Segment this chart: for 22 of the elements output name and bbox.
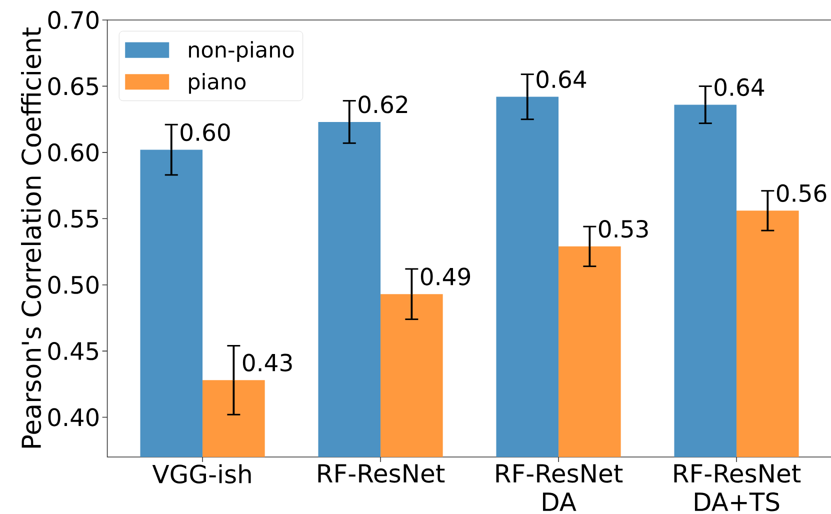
y-tick-label: 0.40 (48, 408, 99, 426)
y-axis-title: Pearson's Correlation Coefficient (21, 27, 42, 448)
data-label: 0.64 (536, 70, 586, 88)
y-tick-label: 0.60 (48, 143, 99, 162)
y-tick-label: 0.70 (48, 10, 99, 30)
x-tick-label: VGG-ish (152, 464, 251, 484)
y-tick-label: 0.65 (48, 77, 98, 96)
legend-label: non-piano (189, 41, 294, 62)
data-label: 0.62 (358, 96, 408, 114)
x-tick-label: RF-ResNet (318, 464, 445, 483)
data-label: 0.53 (598, 220, 648, 238)
data-label: 0.64 (714, 78, 764, 96)
y-tick-label: 0.50 (48, 276, 99, 294)
data-label: 0.60 (180, 123, 230, 142)
y-tick-label: 0.55 (48, 210, 98, 228)
data-label: 0.43 (242, 354, 292, 372)
data-label: 0.49 (420, 268, 470, 286)
x-tick-label: RF-ResNet DA+TS (674, 464, 801, 512)
x-tick-label: RF-ResNet DA (496, 464, 623, 511)
data-label: 0.56 (776, 184, 826, 202)
y-tick-label: 0.45 (48, 342, 98, 360)
legend-label: piano (189, 72, 246, 94)
